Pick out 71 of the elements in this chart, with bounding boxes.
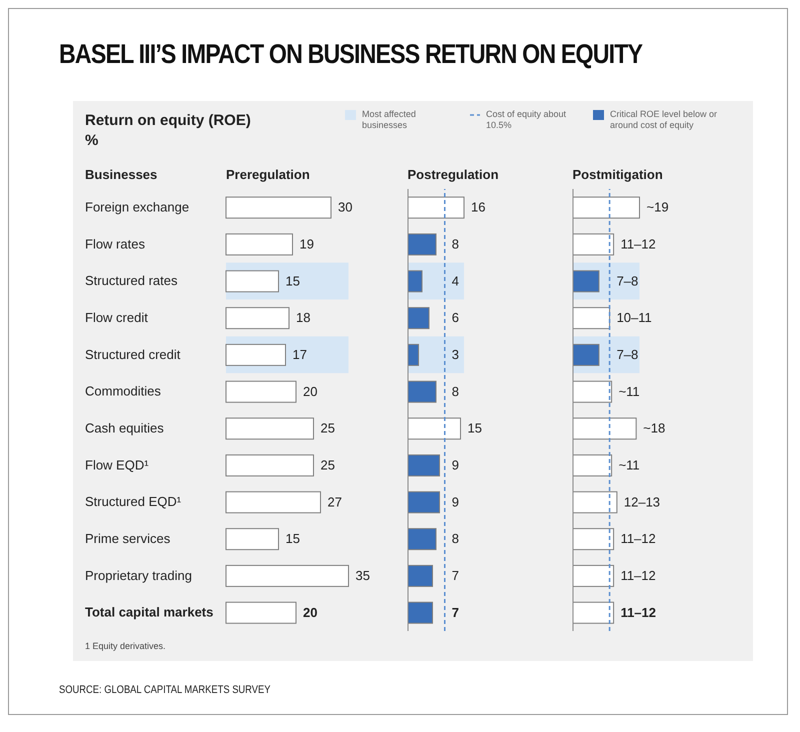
bar [226, 602, 296, 624]
x-axis-title: Preregulation [226, 167, 310, 182]
y-tick-label: Flow EQD¹ [85, 457, 150, 472]
y-axis-title: Businesses [85, 167, 158, 182]
y-tick-label: Structured rates [85, 273, 178, 288]
text: ~18 [642, 420, 665, 436]
bar [226, 344, 286, 366]
data-label: 9 [451, 494, 458, 510]
text: ~11 [618, 457, 640, 472]
data-label: 30 [338, 200, 352, 215]
text: ~19 [646, 200, 668, 215]
text: 7–8 [616, 273, 638, 288]
y-tick-label: Total capital markets [85, 604, 214, 620]
data-label: 20 [303, 604, 318, 620]
data-label: 15 [467, 420, 482, 436]
bar [226, 491, 321, 514]
bar [226, 270, 279, 292]
data-label: 7 [451, 604, 458, 620]
data-label: 27 [328, 494, 342, 510]
bar [226, 307, 290, 330]
x-axis-title: Postregulation [408, 167, 499, 182]
legend-label: Critical ROE level below or around cost of equity [610, 109, 718, 131]
text: 12–13 [623, 494, 660, 510]
data-label: 25 [320, 420, 335, 436]
x-axis-title: Postmitigation [572, 167, 663, 182]
y-tick-label: Structured credit [85, 346, 181, 362]
text: 1 Equity derivatives. [85, 641, 166, 651]
data-label: 17 [292, 346, 307, 362]
legend-label: Cost of equity about 10.5% [486, 109, 568, 131]
data-label: 8 [451, 384, 458, 399]
text: 11–12 [620, 236, 656, 252]
y-tick-label: Structured EQD¹ [85, 494, 182, 510]
bar [226, 380, 296, 403]
data-label: 20 [303, 384, 318, 399]
text: 10–11 [616, 310, 652, 326]
bar [226, 418, 314, 440]
bar [226, 196, 332, 219]
text: 11–12 [620, 568, 656, 583]
data-label: 19 [300, 236, 314, 252]
data-label: 4 [451, 273, 458, 288]
chart-title: BASEL III’S IMPACT ON BUSINESS RETURN ON EQUITY [59, 39, 642, 70]
y-tick-label: Flow rates [85, 236, 146, 252]
y-tick-label: Cash equities [85, 420, 164, 436]
text: 7–8 [616, 346, 638, 362]
y-tick-label: Proprietary trading [85, 568, 192, 583]
source-note: SOURCE: GLOBAL CAPITAL MARKETS SURVEY [59, 684, 270, 696]
data-label: 8 [451, 531, 458, 546]
data-label: 9 [451, 457, 458, 472]
y-tick-label: Flow credit [85, 310, 148, 325]
text: 11–12 [620, 531, 656, 546]
chart-subtitle: Return on equity (ROE) % [85, 111, 251, 151]
data-label: 6 [451, 310, 458, 326]
data-label: 16 [470, 200, 485, 215]
y-tick-label: Foreign exchange [85, 199, 190, 214]
text: ~11 [618, 384, 640, 399]
data-label: 8 [451, 236, 458, 252]
y-tick-label: Commodities [85, 384, 162, 399]
text: 11–12 [620, 604, 656, 620]
bar [226, 528, 279, 550]
data-label: 18 [296, 310, 310, 326]
legend-label: Most affected businesses [362, 109, 417, 131]
y-tick-label: Prime services [85, 530, 171, 546]
data-label: 25 [320, 457, 335, 472]
bar [226, 233, 293, 256]
bar [226, 454, 314, 476]
data-label: 7 [451, 568, 458, 583]
data-label: 15 [286, 273, 300, 288]
data-label: 35 [356, 568, 370, 583]
data-label: 15 [286, 531, 300, 546]
bar [226, 564, 349, 587]
data-label: 3 [451, 346, 458, 362]
